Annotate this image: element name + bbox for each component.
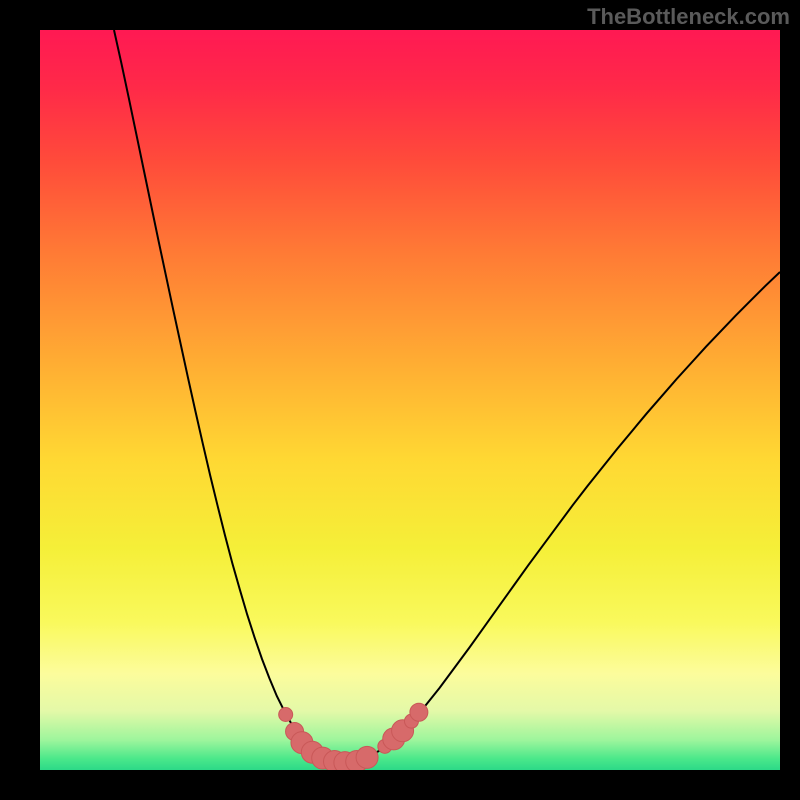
gradient-background xyxy=(40,30,780,770)
chart-plot xyxy=(40,30,780,770)
marker-point xyxy=(356,746,378,768)
watermark: TheBottleneck.com xyxy=(587,4,790,30)
marker-point xyxy=(279,708,293,722)
marker-point xyxy=(410,703,428,721)
